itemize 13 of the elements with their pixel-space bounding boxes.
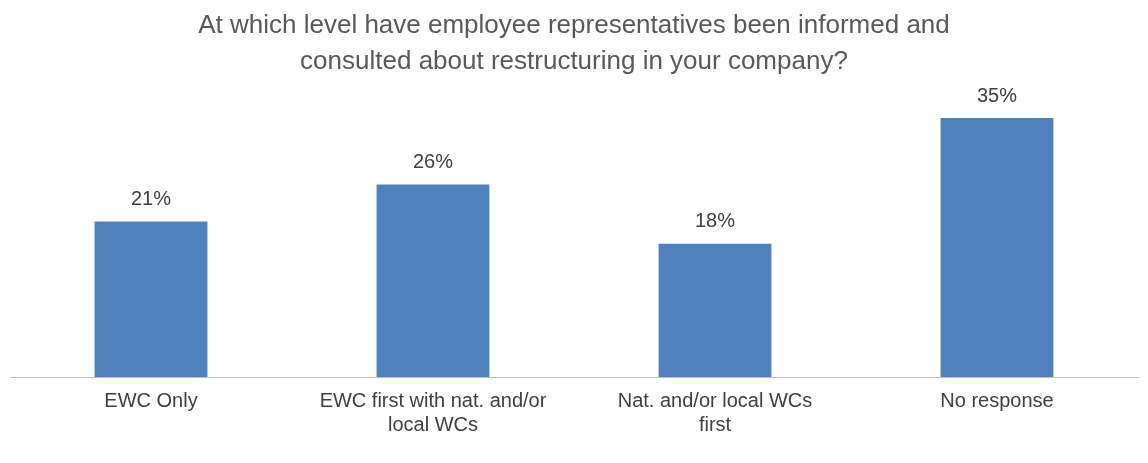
data-label: 21% bbox=[130, 187, 172, 210]
data-label: 18% bbox=[694, 209, 736, 232]
x-tick-label: EWC first with nat. and/or local WCs bbox=[319, 388, 547, 435]
bar bbox=[940, 118, 1054, 377]
data-label: 35% bbox=[976, 83, 1018, 106]
bar bbox=[658, 243, 772, 377]
chart-title: At which level have employee representatives been informed and consulted about restructuring in your company? bbox=[197, 8, 951, 77]
bar bbox=[376, 184, 490, 377]
data-label: 26% bbox=[412, 150, 454, 173]
x-tick-label: EWC Only bbox=[104, 388, 198, 411]
x-tick-label: No response bbox=[940, 388, 1054, 411]
x-tick-label: Nat. and/or local WCs first bbox=[617, 388, 813, 435]
bar bbox=[94, 221, 208, 377]
